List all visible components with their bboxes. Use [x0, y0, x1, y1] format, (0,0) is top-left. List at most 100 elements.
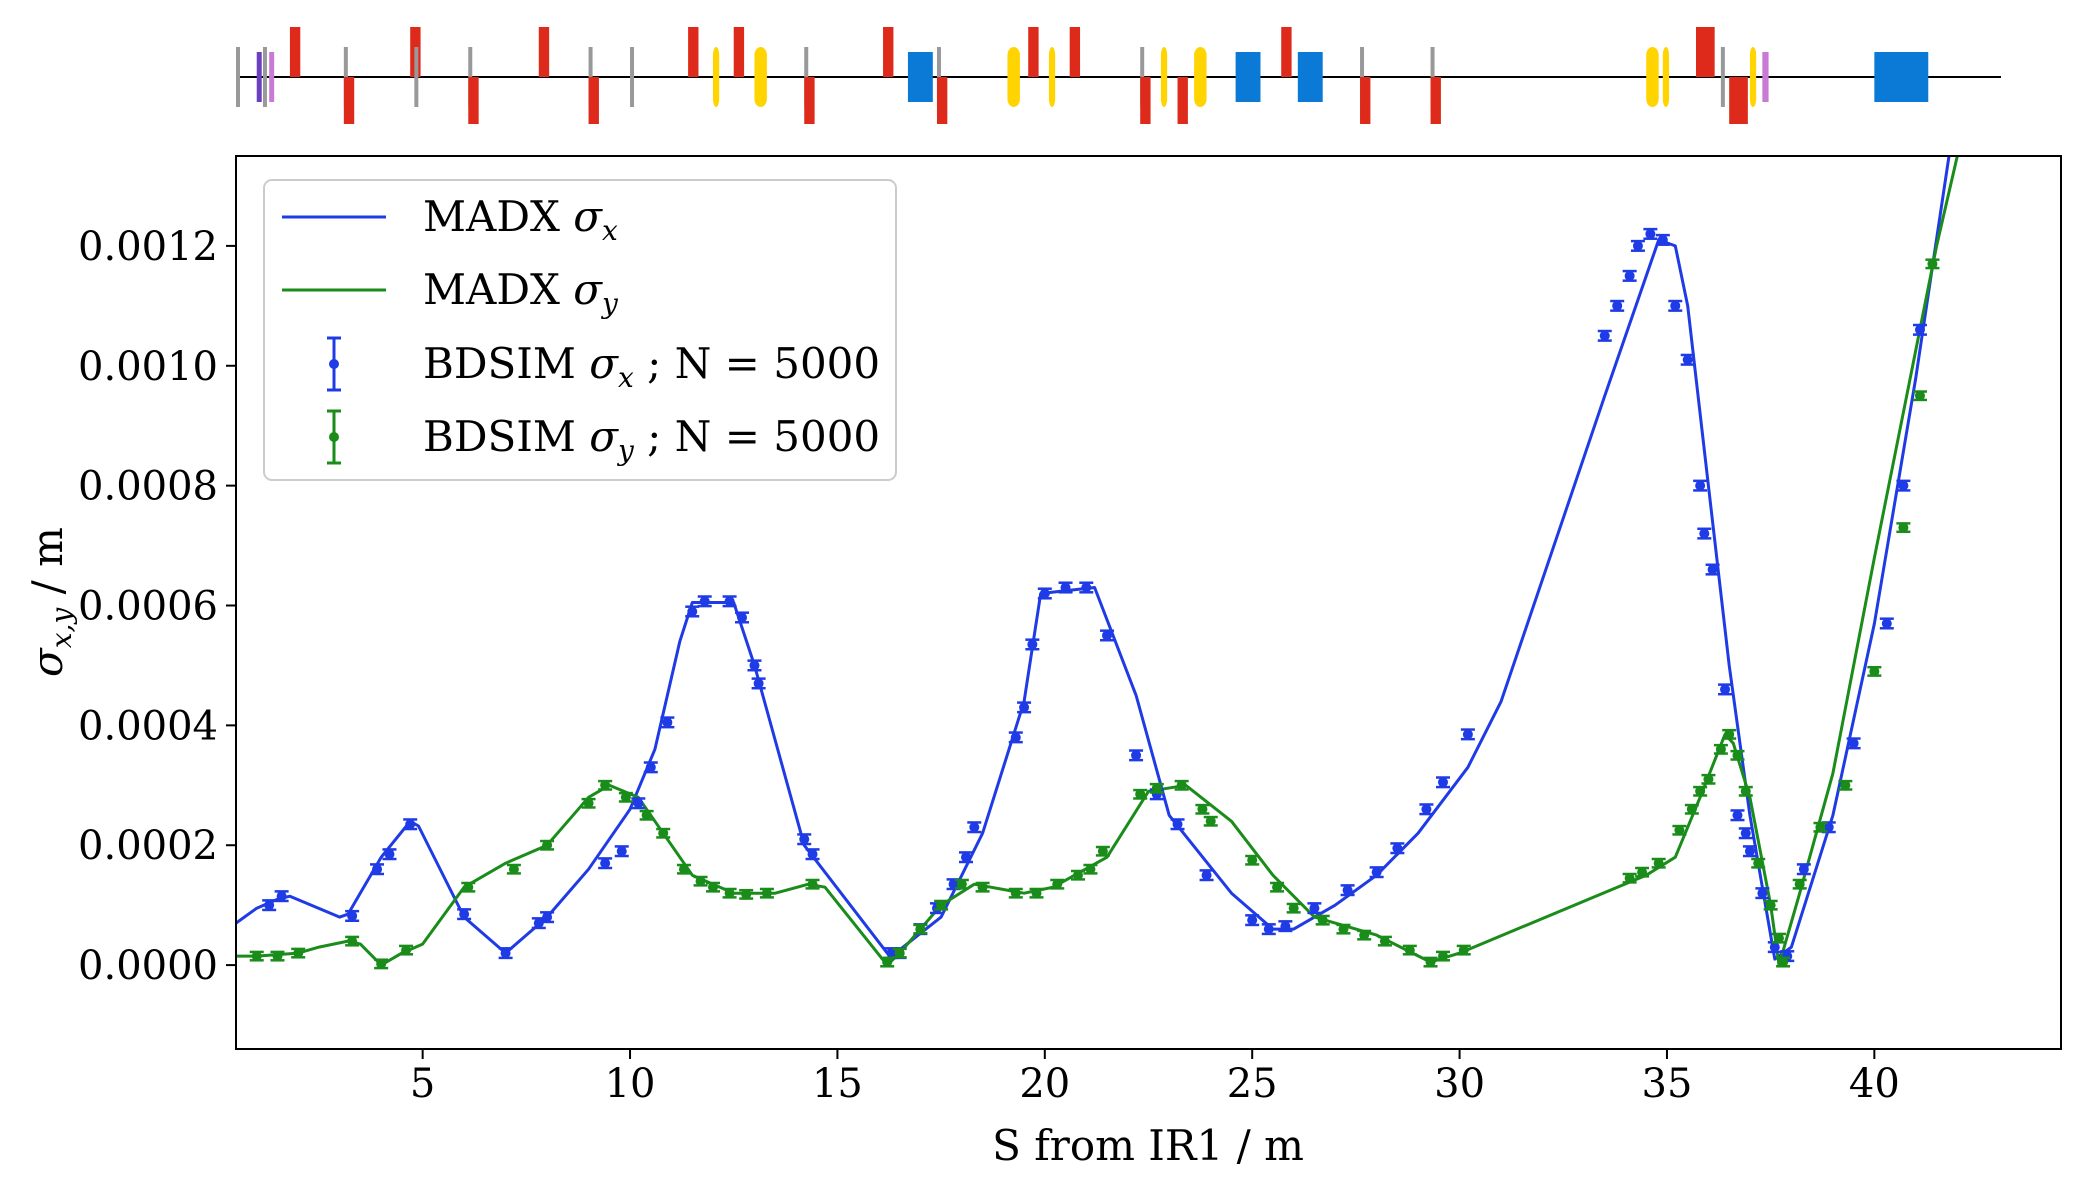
beamline-element-quad-h [1281, 27, 1292, 77]
beamline-element-marker [236, 47, 240, 107]
y-tick-label: 0.0012 [78, 224, 218, 270]
data-point [347, 910, 358, 921]
data-point [1612, 300, 1623, 311]
data-point [1052, 879, 1063, 890]
data-point [1131, 750, 1142, 761]
data-point [1753, 858, 1764, 869]
data-point [799, 834, 810, 845]
x-tick-label: 10 [605, 1061, 656, 1107]
x-tick-label: 25 [1227, 1061, 1278, 1107]
y-axis-label-unit: / m [23, 527, 72, 608]
data-point [251, 951, 262, 962]
data-point [1695, 480, 1706, 491]
data-point [1176, 780, 1187, 791]
y-axis: 0.0000 0.0002 0.0004 0.0006 0.0008 0.0010 0.00… [78, 224, 236, 989]
data-point [1205, 816, 1216, 827]
beamline-element-sext [712, 47, 720, 107]
legend: MADX σx MADX σy BDSIM σx ; N = 5000 BDSIM σ… [263, 179, 897, 481]
data-point [1404, 945, 1415, 956]
beamline-element-marker [1720, 47, 1725, 107]
data-point [1359, 930, 1370, 941]
legend-box [263, 179, 897, 481]
data-point [1695, 786, 1706, 797]
data-point [1848, 738, 1859, 749]
beamline-element-sext [754, 47, 767, 107]
data-point [741, 889, 752, 900]
beamline-element-quad-v [468, 77, 479, 124]
beamline-element-bend [1874, 52, 1929, 102]
data-point [707, 882, 718, 893]
data-point [1927, 258, 1938, 269]
beamline-element-kicker [269, 52, 275, 102]
data-point [1437, 777, 1448, 788]
data-point [1720, 684, 1731, 695]
x-tick-label: 20 [1019, 1061, 1070, 1107]
x-tick-label: 35 [1642, 1061, 1693, 1107]
data-point [1914, 390, 1925, 401]
data-point [1102, 630, 1113, 641]
data-point [401, 945, 412, 956]
data-point [1201, 870, 1212, 881]
data-point [761, 888, 772, 899]
data-point [1437, 951, 1448, 962]
beamline-element-quad-v [1729, 77, 1748, 124]
beamline-element-quad-v [343, 77, 355, 124]
data-point [894, 948, 905, 959]
data-point [1072, 870, 1083, 881]
data-point [1703, 774, 1714, 785]
x-tick-label: 15 [812, 1061, 863, 1107]
y-tick-label: 0.0002 [78, 823, 218, 869]
data-point [1914, 324, 1925, 335]
beamline-element-quad-v [936, 77, 948, 124]
data-point [915, 924, 926, 935]
data-point [1773, 933, 1784, 944]
data-point [1732, 810, 1743, 821]
beamline-element-sext [1646, 47, 1659, 107]
x-axis-label: S from IR1 / m [992, 1121, 1304, 1170]
data-point [600, 780, 611, 791]
beamline-element-quad-v [1430, 77, 1441, 124]
beamline-element-marker [262, 47, 267, 107]
beamline-element-bend [1297, 52, 1323, 102]
data-point [1732, 750, 1743, 761]
data-point [1674, 825, 1685, 836]
data-point [1172, 819, 1183, 830]
y-tick-label: 0.0006 [78, 583, 218, 629]
data-point [645, 762, 656, 773]
data-point [583, 798, 594, 809]
data-point [1342, 885, 1353, 896]
data-point [1624, 270, 1635, 281]
data-point [1707, 564, 1718, 575]
data-point [1019, 702, 1030, 713]
legend-label: MADX σx [423, 192, 618, 247]
data-point [1031, 888, 1042, 899]
data-point [1898, 480, 1909, 491]
data-point [1898, 522, 1909, 533]
data-point [1624, 873, 1635, 884]
data-point [1263, 924, 1274, 935]
data-point [1715, 744, 1726, 755]
y-tick-label: 0.0010 [78, 344, 218, 390]
data-point [1081, 582, 1092, 593]
series-line-1 [236, 156, 1959, 967]
data-point [542, 912, 553, 923]
data-point [936, 900, 947, 911]
plot-series [236, 156, 1959, 970]
data-point [886, 948, 897, 959]
beamline-element-quad-h [1696, 27, 1715, 77]
beamline-element-sext [1749, 47, 1757, 107]
data-point [533, 918, 544, 929]
x-tick-label: 5 [410, 1061, 435, 1107]
data-point [1699, 528, 1710, 539]
data-point [1794, 879, 1805, 890]
data-point [1280, 921, 1291, 932]
beamline-element-quad-h [688, 27, 699, 77]
legend-label: BDSIM σx ; N = 5000 [423, 339, 880, 394]
data-point [695, 876, 706, 887]
data-point [633, 798, 644, 809]
data-point [724, 888, 735, 899]
data-point [293, 948, 304, 959]
beamline-element-kicker [256, 52, 262, 102]
legend-label: BDSIM σy ; N = 5000 [423, 412, 880, 467]
